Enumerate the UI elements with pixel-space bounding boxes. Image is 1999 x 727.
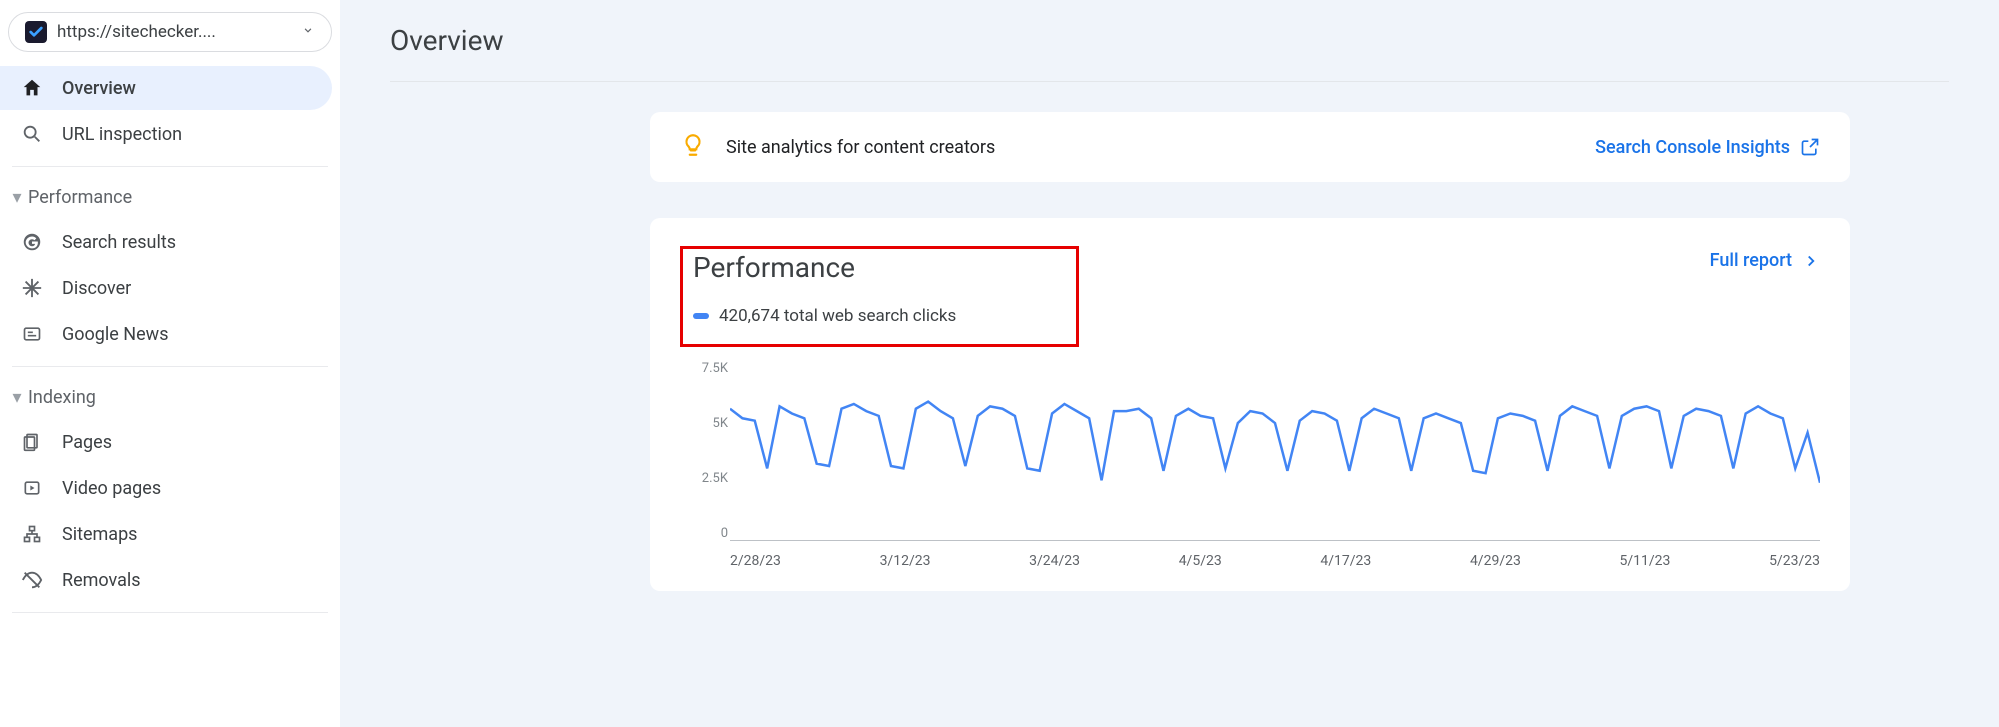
x-tick: 5/11/23 xyxy=(1620,553,1671,569)
insights-card: Site analytics for content creators Sear… xyxy=(650,112,1850,182)
y-tick: 7.5K xyxy=(680,361,728,376)
home-icon xyxy=(20,76,44,100)
lightbulb-icon xyxy=(680,132,706,162)
nav-divider xyxy=(12,366,328,367)
x-tick: 4/17/23 xyxy=(1320,553,1371,569)
chevron-right-icon xyxy=(1802,252,1820,270)
sidebar-item-label: Discover xyxy=(62,278,131,299)
x-tick: 5/23/23 xyxy=(1769,553,1820,569)
caret-down-icon: ▾ xyxy=(6,187,28,208)
sitemap-icon xyxy=(20,522,44,546)
removals-icon xyxy=(20,568,44,592)
sidebar-item-label: Search results xyxy=(62,232,176,253)
chart-line-svg xyxy=(730,361,1820,540)
full-report-label: Full report xyxy=(1710,250,1792,271)
external-link-icon xyxy=(1800,137,1820,157)
x-tick: 4/5/23 xyxy=(1179,553,1222,569)
site-url: https://sitechecker.... xyxy=(57,22,293,42)
x-tick: 4/29/23 xyxy=(1470,553,1521,569)
sidebar-item-discover[interactable]: Discover xyxy=(0,266,332,310)
search-icon xyxy=(20,122,44,146)
site-favicon xyxy=(25,21,47,43)
sidebar-section-performance[interactable]: ▾ Performance xyxy=(0,177,340,218)
sidebar-item-pages[interactable]: Pages xyxy=(0,420,332,464)
y-tick: 5K xyxy=(680,416,728,431)
chart-y-axis: 7.5K 5K 2.5K 0 xyxy=(680,361,728,541)
sidebar-item-removals[interactable]: Removals xyxy=(0,558,332,602)
y-tick: 2.5K xyxy=(680,471,728,486)
insights-text: Site analytics for content creators xyxy=(726,137,1595,158)
performance-card: Performance 420,674 total web search cli… xyxy=(650,218,1850,591)
site-selector[interactable]: https://sitechecker.... xyxy=(8,12,332,52)
full-report-link[interactable]: Full report xyxy=(1710,250,1820,271)
sidebar-item-label: Overview xyxy=(62,78,136,99)
performance-header: Performance 420,674 total web search cli… xyxy=(680,246,1820,347)
sidebar-item-overview[interactable]: Overview xyxy=(0,66,332,110)
sidebar-item-label: Google News xyxy=(62,324,169,345)
sidebar-item-label: Sitemaps xyxy=(62,524,137,545)
sidebar-item-search-results[interactable]: Search results xyxy=(0,220,332,264)
x-tick: 2/28/23 xyxy=(730,553,781,569)
nav-divider xyxy=(12,612,328,613)
sidebar-section-label: Indexing xyxy=(28,387,96,408)
page-title: Overview xyxy=(390,24,1949,82)
sidebar: https://sitechecker.... Overview URL ins… xyxy=(0,0,340,727)
sidebar-section-label: Performance xyxy=(28,187,132,208)
y-tick: 0 xyxy=(680,526,728,541)
insights-link-label: Search Console Insights xyxy=(1595,137,1790,158)
nav-divider xyxy=(12,166,328,167)
asterisk-icon xyxy=(20,276,44,300)
main-content: Overview Site analytics for content crea… xyxy=(340,0,1999,727)
performance-chart: 7.5K 5K 2.5K 0 2/28/23 3/12/23 3/24/23 4… xyxy=(680,361,1820,581)
sidebar-item-label: Video pages xyxy=(62,478,161,499)
sidebar-item-label: Removals xyxy=(62,570,141,591)
sidebar-item-url-inspection[interactable]: URL inspection xyxy=(0,112,332,156)
chart-plot xyxy=(730,361,1820,541)
sidebar-item-label: URL inspection xyxy=(62,124,182,145)
sidebar-item-video-pages[interactable]: Video pages xyxy=(0,466,332,510)
insights-link[interactable]: Search Console Insights xyxy=(1595,137,1820,158)
x-tick: 3/12/23 xyxy=(880,553,931,569)
caret-down-icon: ▾ xyxy=(6,387,28,408)
news-icon xyxy=(20,322,44,346)
sidebar-item-label: Pages xyxy=(62,432,112,453)
sidebar-section-indexing[interactable]: ▾ Indexing xyxy=(0,377,340,418)
video-icon xyxy=(20,476,44,500)
pages-icon xyxy=(20,430,44,454)
performance-metric: 420,674 total web search clicks xyxy=(693,306,956,326)
google-icon xyxy=(20,230,44,254)
metric-swatch xyxy=(693,313,709,319)
sidebar-item-google-news[interactable]: Google News xyxy=(0,312,332,356)
sidebar-item-sitemaps[interactable]: Sitemaps xyxy=(0,512,332,556)
x-tick: 3/24/23 xyxy=(1029,553,1080,569)
chart-x-axis: 2/28/23 3/12/23 3/24/23 4/5/23 4/17/23 4… xyxy=(730,541,1820,569)
performance-title: Performance xyxy=(693,251,956,284)
performance-highlight-box: Performance 420,674 total web search cli… xyxy=(680,246,1079,347)
performance-metric-label: 420,674 total web search clicks xyxy=(719,306,956,326)
chevron-down-icon xyxy=(301,22,315,42)
